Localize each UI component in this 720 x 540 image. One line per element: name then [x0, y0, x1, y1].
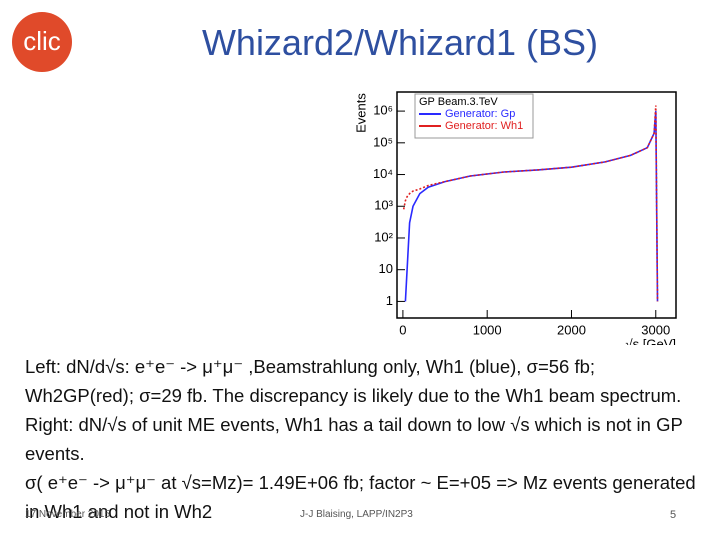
logo-disc: [12, 12, 72, 72]
x-tick-label: 3000: [641, 322, 670, 337]
footer-date: 17 November 2015: [25, 509, 111, 520]
y-tick-label: 10²: [374, 229, 393, 244]
x-axis-label: √s [GeV]: [626, 336, 676, 345]
body-text: Left: dN/d√s: e⁺e⁻ -> μ⁺μ⁻ ,Beamstrahlun…: [25, 352, 700, 526]
paragraph: Left: dN/d√s: e⁺e⁻ -> μ⁺μ⁻ ,Beamstrahlun…: [25, 356, 683, 464]
y-tick-label: 10⁴: [373, 166, 393, 181]
page-number: 5: [670, 509, 677, 521]
series-line: [402, 105, 659, 302]
legend-label: Generator: Wh1: [445, 120, 523, 132]
y-tick-label: 10³: [374, 198, 393, 213]
y-tick-label: 10⁵: [373, 134, 393, 149]
logo-text: clic: [23, 26, 61, 56]
y-tick-label: 1: [386, 293, 393, 308]
x-tick-label: 2000: [557, 322, 586, 337]
y-axis-label: Events: [353, 93, 368, 133]
series-line: [404, 111, 659, 302]
legend-box: [414, 93, 534, 139]
y-tick-label: 10⁶: [373, 103, 393, 118]
chart: 1 10 10² 10³ 10⁴ 10⁵ 10⁶ 0 1000 2000 3000 Events √s …: [353, 91, 677, 345]
slide-title: Whizard2/Whizard1 (BS): [201, 22, 599, 63]
legend-label: Generator: Gp: [445, 108, 515, 120]
footer-author: J-J Blaising, LAPP/IN2P3: [300, 509, 413, 520]
logo: clic: [12, 12, 72, 72]
x-tick-label: 1000: [473, 322, 502, 337]
paragraph: σ( e⁺e⁻ -> μ⁺μ⁻ at √s=Mz)= 1.49E+06 fb; …: [25, 472, 696, 522]
y-tick-label: 10: [379, 261, 393, 276]
legend-title: GP Beam.3.TeV: [419, 96, 498, 108]
x-tick-label: 0: [399, 322, 406, 337]
